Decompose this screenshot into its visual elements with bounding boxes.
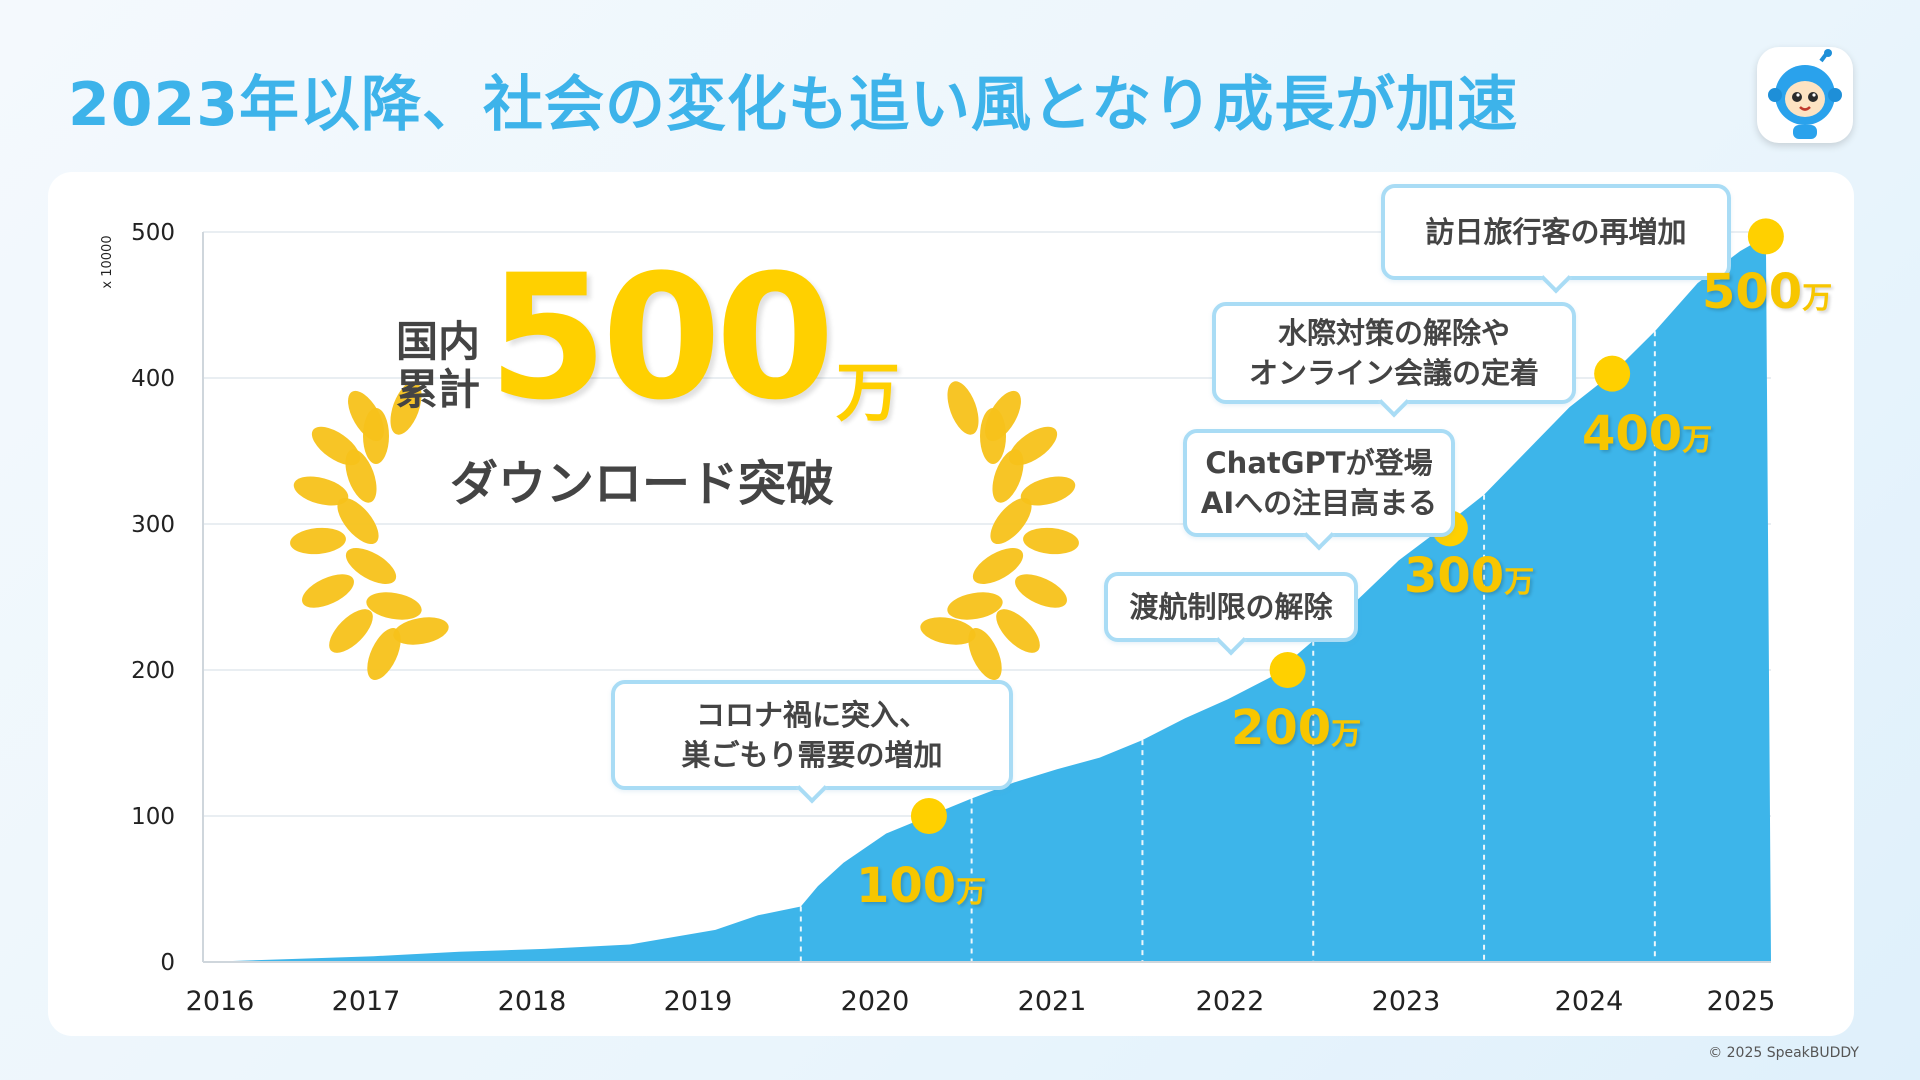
y-multiplier-label: x 10000 — [100, 235, 115, 288]
laurel-leaf — [992, 449, 1024, 503]
x-tick-label: 2022 — [1196, 986, 1265, 1017]
milestone-dot — [1594, 355, 1631, 392]
badge-prefix-line1: 国内 — [396, 317, 481, 366]
x-tick-label: 2025 — [1707, 986, 1776, 1017]
milestone-dot — [910, 798, 947, 834]
laurel-leaf — [302, 574, 354, 608]
laurel-leaf — [968, 628, 1002, 680]
page-title: 2023年以降、社会の変化も追い風となり成長が加速 — [68, 70, 1519, 140]
milestone-dot — [1747, 218, 1784, 255]
robot-mascot-icon — [1757, 47, 1853, 143]
x-tick-label: 2023 — [1372, 986, 1441, 1017]
laurel-leaf — [393, 617, 449, 645]
y-tick-label: 400 — [131, 366, 175, 392]
y-tick-label: 500 — [131, 220, 175, 246]
milestone-200: 200万 — [1231, 700, 1362, 756]
download-area — [203, 236, 1771, 962]
x-tick-label: 2021 — [1018, 986, 1087, 1017]
laurel-leaf — [363, 408, 389, 464]
laurel-leaf — [972, 548, 1024, 584]
laurel-leaf — [329, 609, 373, 653]
laurel-right-icon — [920, 381, 1079, 680]
callout-chatgpt: ChatGPTが登場 AIへの注目高まる — [1183, 429, 1455, 537]
laurel-leaf — [367, 628, 401, 680]
laurel-leaf — [345, 548, 397, 584]
y-tick-label: 300 — [131, 512, 175, 538]
callout-inbound-travel: 訪日旅行客の再増加 — [1381, 184, 1731, 280]
badge-subtitle: ダウンロード突破 — [450, 456, 835, 512]
laurel-leaf — [996, 609, 1040, 653]
laurel-leaf — [337, 497, 379, 545]
milestone-400: 400万 — [1582, 406, 1713, 462]
milestone-100: 100万 — [856, 858, 987, 914]
copyright: © 2025 SpeakBUDDY — [1708, 1045, 1859, 1061]
x-tick-label: 2019 — [664, 986, 733, 1017]
laurel-leaf — [345, 449, 377, 503]
laurel-left-icon — [290, 381, 449, 680]
y-tick-label: 200 — [131, 658, 175, 684]
laurel-leaf — [920, 617, 976, 645]
milestone-500: 500万 — [1702, 264, 1833, 320]
x-tick-label: 2017 — [332, 986, 401, 1017]
laurel-leaf — [1023, 527, 1079, 555]
laurel-leaf — [290, 527, 346, 555]
x-tick-label: 2020 — [841, 986, 910, 1017]
laurel-leaf — [390, 381, 422, 435]
x-tick-label: 2018 — [498, 986, 567, 1017]
milestone-dot — [1269, 652, 1306, 688]
laurel-leaf — [947, 381, 979, 435]
badge-number: 500 — [488, 237, 835, 438]
callout-covid: コロナ禍に突入、 巣ごもり需要の増加 — [611, 680, 1013, 790]
callout-travel-restrictions: 渡航制限の解除 — [1104, 572, 1358, 642]
laurel-leaf — [1015, 574, 1067, 608]
laurel-leaf — [293, 476, 349, 506]
laurel-leaf — [990, 497, 1032, 545]
laurel-leaf — [947, 592, 1003, 620]
y-tick-label: 100 — [131, 804, 175, 830]
x-tick-label: 2016 — [186, 986, 255, 1017]
y-tick-label: 0 — [160, 950, 175, 976]
laurel-leaf — [1020, 476, 1076, 506]
x-tick-label: 2024 — [1555, 986, 1624, 1017]
download-area-chart: 0 100 200 300 400 500 x 10000 2016 2017 2018 2019 2… — [100, 218, 1784, 1017]
milestone-300: 300万 — [1404, 548, 1535, 604]
callout-border-measures: 水際対策の解除や オンライン会議の定着 — [1212, 302, 1576, 404]
chart-card: 0 100 200 300 400 500 x 10000 2016 2017 2018 2019 2… — [48, 172, 1854, 1036]
laurel-leaf — [980, 408, 1006, 464]
badge-unit: 万 — [836, 357, 900, 431]
laurel-leaf — [366, 592, 422, 620]
badge-prefix-line2: 累計 — [396, 365, 481, 414]
